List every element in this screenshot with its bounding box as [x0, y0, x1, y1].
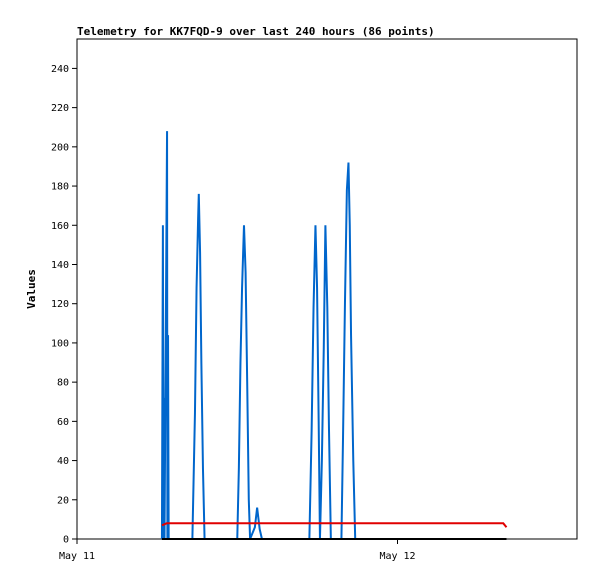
series-line-1 [161, 522, 508, 528]
chart-title: Telemetry for KK7FQD-9 over last 240 hou… [77, 25, 435, 38]
y-tick-label: 160 [51, 221, 69, 232]
series-line-0 [160, 131, 357, 540]
y-axis-label: Values [25, 269, 38, 309]
y-tick-label: 220 [51, 103, 69, 114]
y-tick-label: 120 [51, 299, 69, 310]
y-tick-label: 80 [57, 378, 69, 389]
x-axis: May 11 May 12 [59, 539, 416, 562]
series-layer [160, 131, 508, 540]
y-tick-label: 180 [51, 182, 69, 193]
y-tick-label: 240 [51, 64, 69, 75]
y-tick-label: 200 [51, 142, 69, 153]
y-tick-label: 60 [57, 417, 69, 428]
x-tick-label: May 12 [379, 551, 415, 562]
y-tick-label: 100 [51, 338, 69, 349]
x-tick-label: May 11 [59, 551, 95, 562]
y-tick-label: 40 [57, 456, 69, 467]
y-tick-label: 0 [63, 535, 69, 546]
y-tick-label: 140 [51, 260, 69, 271]
y-tick-label: 20 [57, 495, 69, 506]
y-axis: 0 20 40 60 80 100 120 140 160 180 200 220 240 [51, 64, 77, 546]
